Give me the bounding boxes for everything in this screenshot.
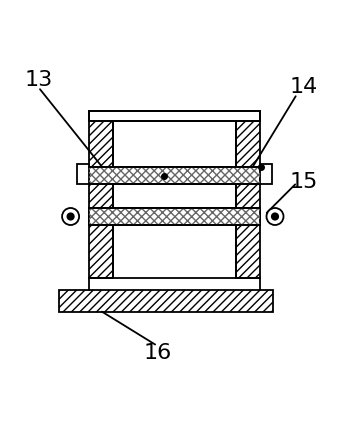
Circle shape [271, 213, 279, 220]
Bar [67, 210, 74, 223]
Circle shape [267, 208, 283, 225]
Text: 16: 16 [143, 343, 172, 363]
Circle shape [62, 208, 79, 225]
Bar [77, 164, 89, 184]
Circle shape [67, 213, 75, 220]
Bar [89, 121, 113, 278]
Bar [260, 164, 272, 184]
Bar [59, 290, 273, 312]
Bar [59, 290, 273, 312]
Bar [89, 208, 260, 225]
Text: 14: 14 [290, 77, 318, 97]
Bar [89, 208, 260, 225]
Bar [272, 210, 278, 223]
Bar [89, 111, 260, 121]
Bar [236, 121, 260, 278]
Text: 13: 13 [24, 70, 52, 90]
Bar [236, 121, 260, 278]
Bar [113, 121, 236, 278]
Bar [89, 121, 113, 278]
Bar [89, 167, 260, 184]
Text: 15: 15 [290, 172, 318, 192]
Bar [89, 167, 260, 184]
